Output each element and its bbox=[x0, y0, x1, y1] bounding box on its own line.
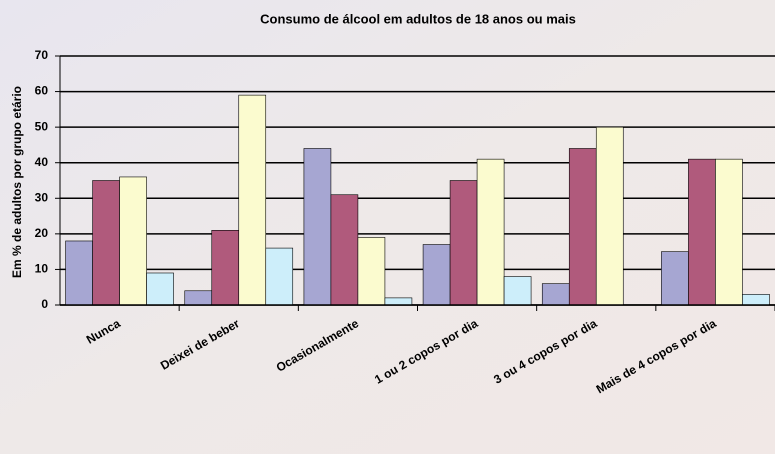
bar bbox=[120, 177, 147, 305]
bar bbox=[688, 159, 715, 305]
bar bbox=[147, 273, 174, 305]
bar bbox=[504, 277, 531, 305]
bar bbox=[661, 252, 688, 305]
y-tick-label: 0 bbox=[41, 297, 48, 311]
bar bbox=[385, 298, 412, 305]
bar bbox=[423, 245, 450, 305]
bar bbox=[304, 148, 331, 305]
bar bbox=[477, 159, 504, 305]
y-tick-label: 60 bbox=[35, 84, 49, 98]
bar bbox=[212, 230, 239, 305]
y-tick-label: 70 bbox=[35, 48, 49, 62]
y-tick-label: 10 bbox=[35, 262, 49, 276]
bar bbox=[66, 241, 93, 305]
bar bbox=[239, 95, 266, 305]
y-tick-label: 50 bbox=[35, 119, 49, 133]
y-tick-label: 40 bbox=[35, 155, 49, 169]
bar bbox=[450, 181, 477, 306]
y-tick-label: 20 bbox=[35, 226, 49, 240]
y-axis-label: Em % de adultos por grupo etário bbox=[10, 86, 24, 278]
bar bbox=[596, 127, 623, 305]
bar bbox=[93, 181, 120, 306]
chart-title: Consumo de álcool em adultos de 18 anos … bbox=[260, 11, 576, 26]
y-tick-label: 30 bbox=[35, 190, 49, 204]
bar bbox=[542, 284, 569, 305]
bar bbox=[715, 159, 742, 305]
bar bbox=[358, 237, 385, 305]
bar bbox=[331, 195, 358, 305]
bar bbox=[569, 148, 596, 305]
chart: Consumo de álcool em adultos de 18 anos … bbox=[0, 0, 775, 454]
bar bbox=[742, 294, 769, 305]
bar bbox=[266, 248, 293, 305]
bar bbox=[185, 291, 212, 305]
